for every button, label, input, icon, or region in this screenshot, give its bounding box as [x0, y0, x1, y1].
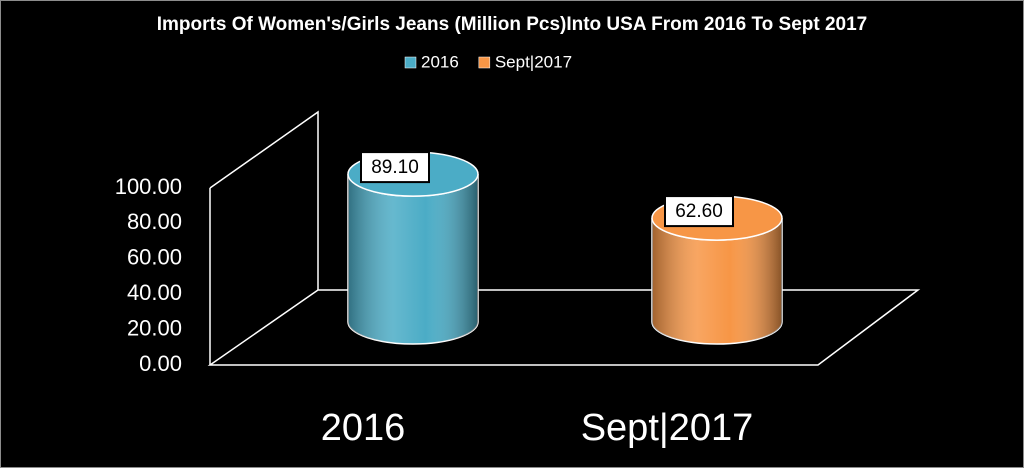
chart-title: Imports Of Women's/Girls Jeans (Million … — [157, 14, 868, 35]
x-tick-label: Sept|2017 — [581, 407, 754, 449]
plot-frame — [207, 110, 921, 366]
data-label-box — [360, 151, 430, 184]
cylinder-shade — [348, 174, 478, 344]
data-label-text: 62.60 — [675, 201, 723, 222]
y-tick-label: 80.00 — [127, 209, 182, 234]
y-tick-label: 40.00 — [127, 280, 182, 305]
y-tick-label: 20.00 — [127, 315, 182, 340]
data-label-box — [664, 195, 734, 228]
data-label: 62.60 — [664, 195, 734, 228]
legend-swatch — [478, 56, 491, 69]
data-label-text: 89.10 — [371, 157, 419, 178]
cylinder-shade — [652, 218, 782, 344]
y-tick-label: 60.00 — [127, 245, 182, 270]
legend-label: 2016 — [421, 52, 459, 71]
legend-label: Sept|2017 — [495, 52, 572, 71]
y-tick-label: 100.00 — [115, 174, 182, 199]
x-tick-label: 2016 — [321, 407, 406, 449]
y-tick-label: 0.00 — [139, 351, 182, 376]
data-label: 89.10 — [360, 151, 430, 184]
legend-swatch — [404, 56, 417, 69]
